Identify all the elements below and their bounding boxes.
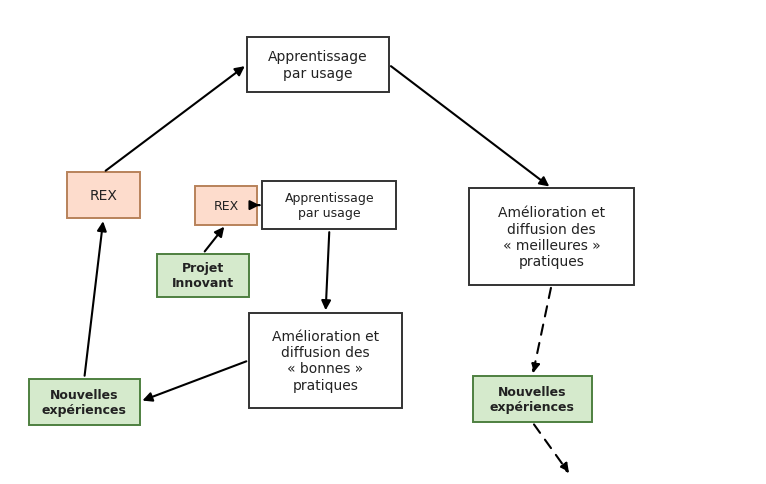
FancyBboxPatch shape — [247, 38, 389, 93]
FancyBboxPatch shape — [262, 182, 397, 230]
Text: Apprentissage
par usage: Apprentissage par usage — [284, 192, 375, 220]
FancyBboxPatch shape — [195, 186, 257, 225]
Text: Amélioration et
diffusion des
« meilleures »
pratiques: Amélioration et diffusion des « meilleur… — [498, 206, 605, 269]
FancyBboxPatch shape — [469, 189, 633, 286]
FancyBboxPatch shape — [473, 377, 592, 422]
FancyBboxPatch shape — [157, 254, 249, 298]
FancyBboxPatch shape — [67, 173, 139, 219]
Text: Apprentissage
par usage: Apprentissage par usage — [268, 50, 368, 80]
FancyBboxPatch shape — [29, 378, 139, 425]
Text: REX: REX — [90, 189, 117, 203]
Text: Amélioration et
diffusion des
« bonnes »
pratiques: Amélioration et diffusion des « bonnes »… — [272, 329, 379, 392]
Text: Nouvelles
expériences: Nouvelles expériences — [42, 388, 126, 416]
Text: Projet
Innovant: Projet Innovant — [172, 262, 234, 290]
Text: REX: REX — [214, 199, 238, 212]
FancyBboxPatch shape — [249, 314, 402, 408]
Text: Nouvelles
expériences: Nouvelles expériences — [490, 385, 574, 413]
